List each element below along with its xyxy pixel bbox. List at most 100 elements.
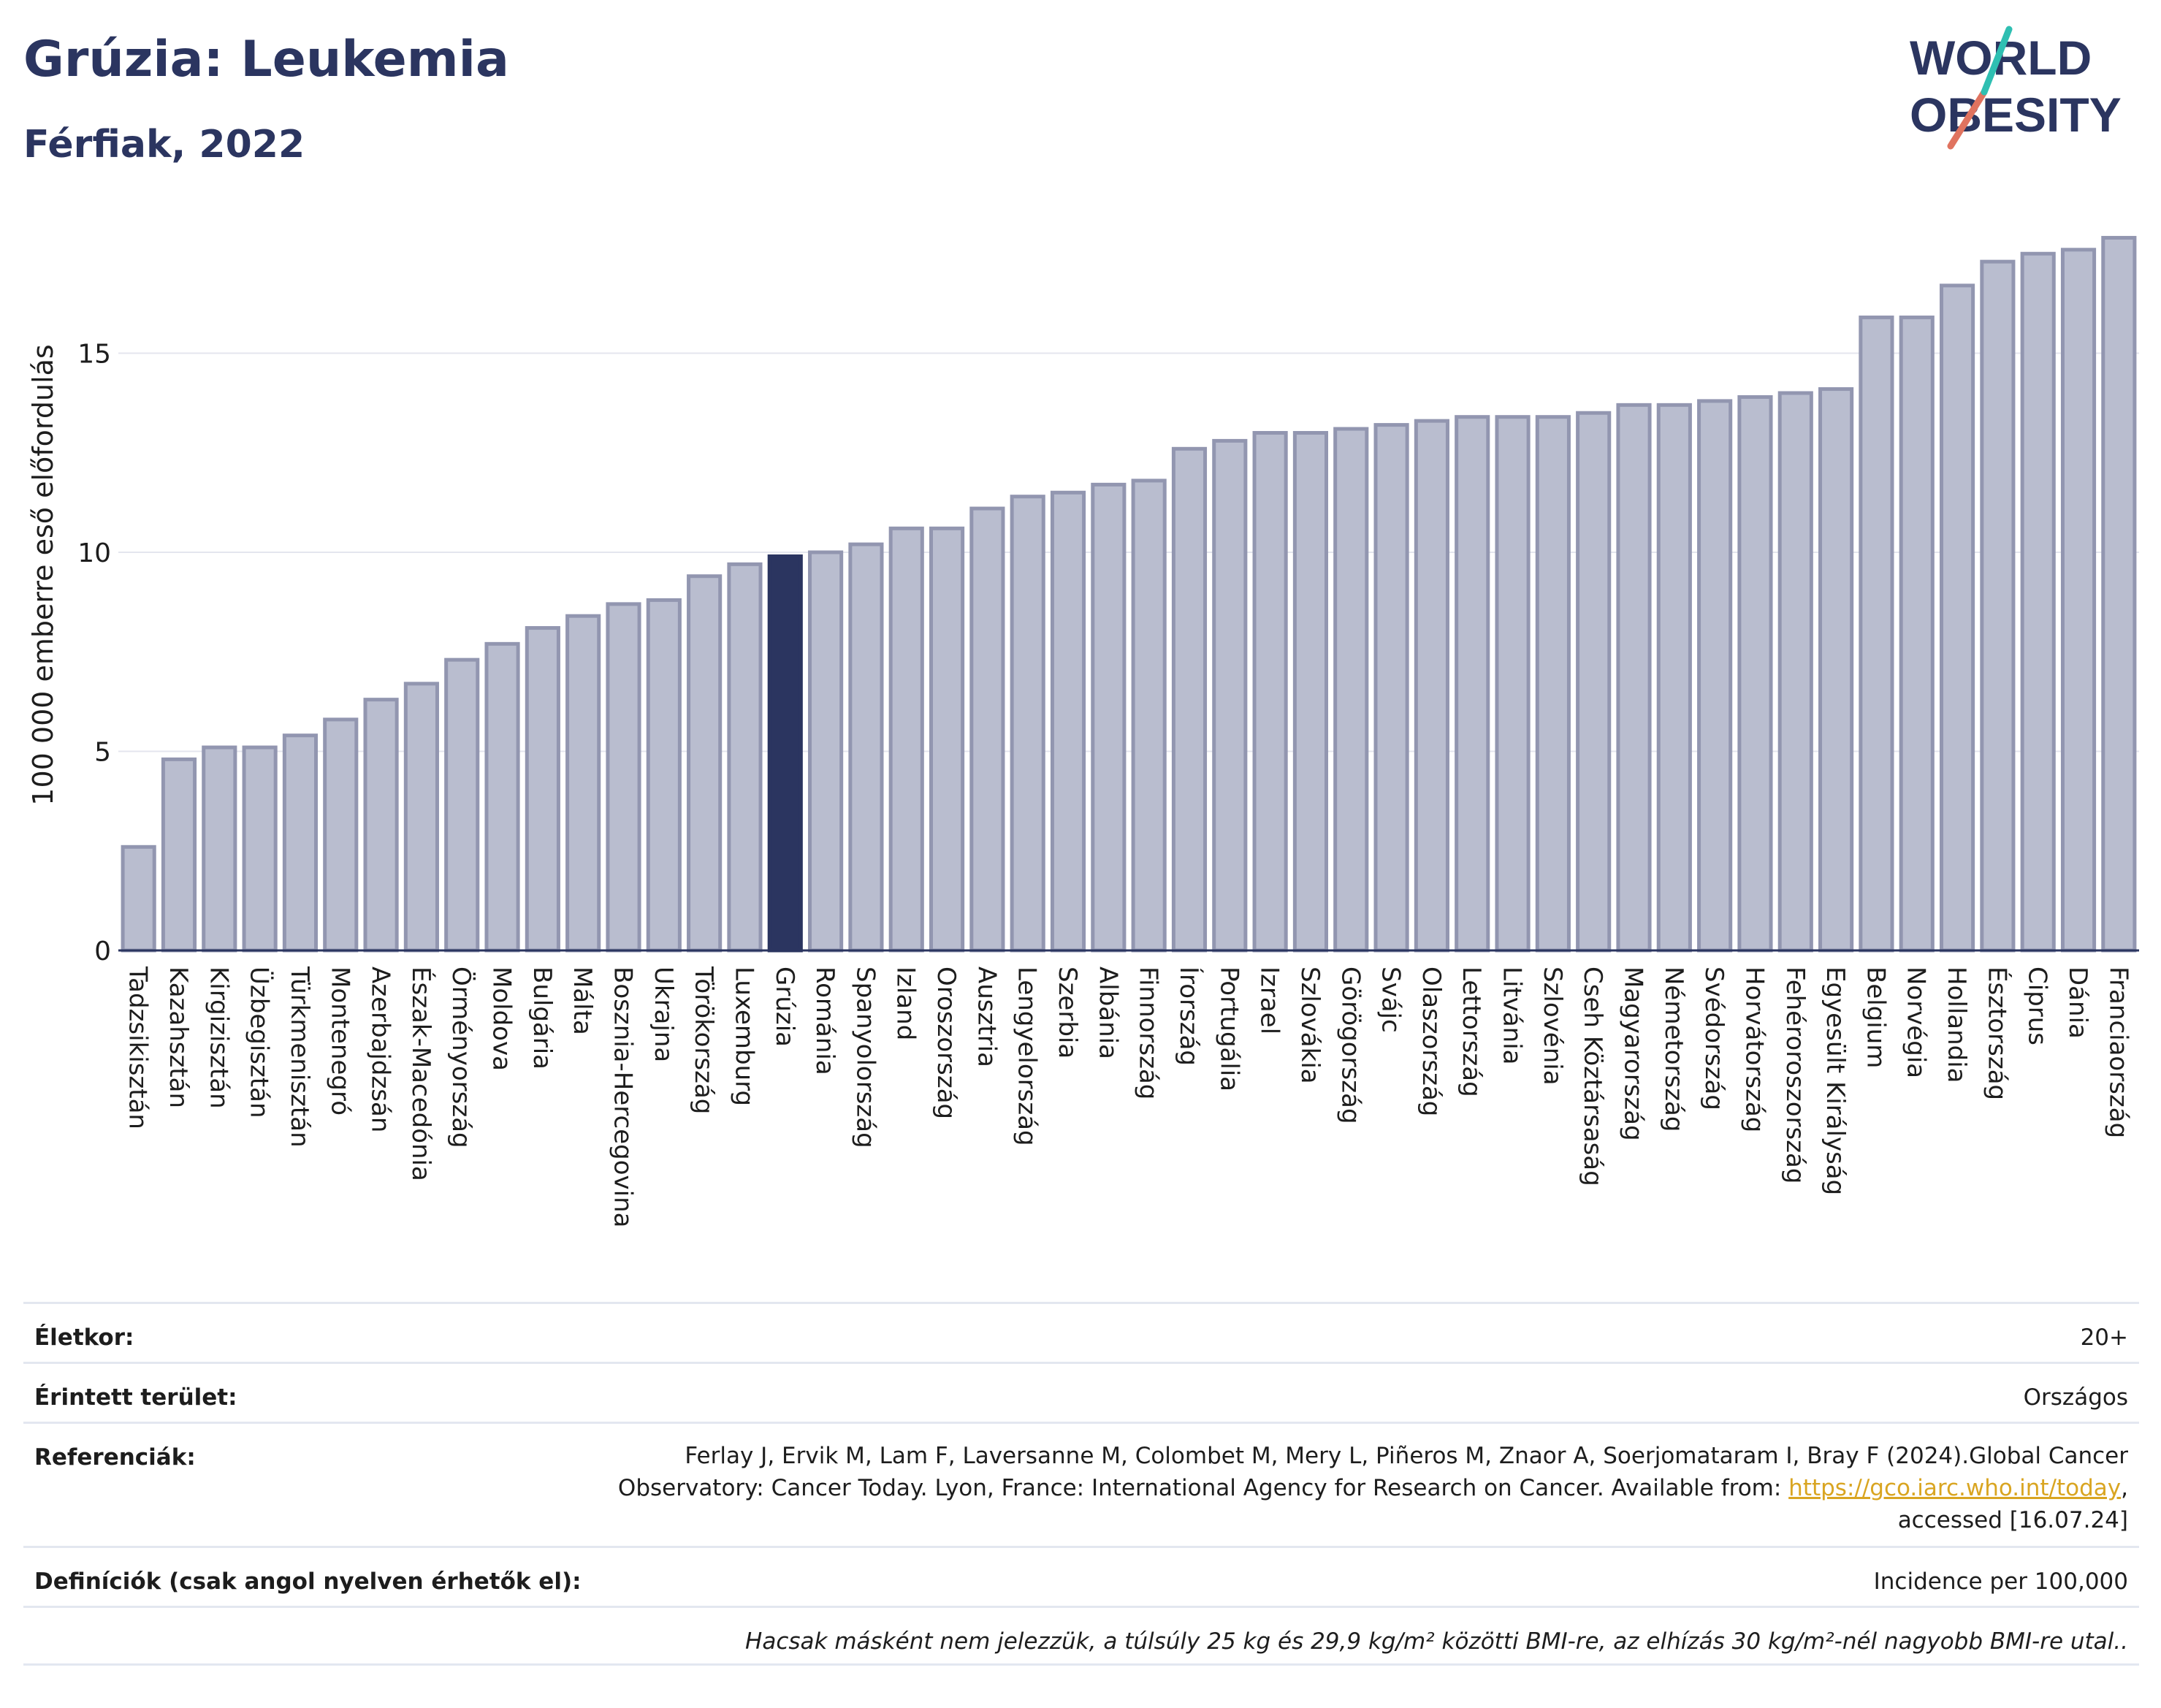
x-tick-label: Románia — [810, 967, 839, 1075]
bar — [1131, 479, 1167, 953]
x-tick-label: Bosznia-Hercegovina — [609, 967, 638, 1227]
bar — [1576, 411, 1612, 953]
bar — [565, 614, 601, 953]
x-tick-label: Németország — [1659, 967, 1688, 1132]
meta-row-note: Hacsak másként nem jelezzük, a túlsúly 2… — [23, 1606, 2139, 1666]
x-tick-label: Montenegró — [325, 967, 354, 1116]
reference-line-2-tail: , — [2121, 1475, 2128, 1501]
x-tick-label: Észak-Macedónia — [406, 967, 436, 1181]
bar — [1697, 399, 1733, 953]
x-tick-label: Oroszország — [931, 967, 961, 1119]
meta-row-references: Referenciák: Ferlay J, Ervik M, Lam F, L… — [23, 1422, 2139, 1546]
reference-line-2: Observatory: Cancer Today. Lyon, France:… — [617, 1475, 1789, 1501]
y-tick-label: 5 — [94, 738, 111, 768]
bar — [2060, 248, 2097, 953]
x-tick-label: Portugália — [1214, 967, 1243, 1091]
x-tick-label: Ausztria — [972, 967, 1001, 1067]
bar — [808, 550, 844, 953]
x-tick-label: Finnország — [1134, 967, 1163, 1099]
x-tick-label: Türkmenisztán — [285, 966, 314, 1148]
y-tick-label: 15 — [77, 340, 111, 370]
bar — [282, 733, 319, 953]
bar — [121, 845, 156, 953]
x-tick-label: Azerbajdzsán — [366, 967, 395, 1132]
bar — [363, 698, 399, 953]
x-tick-label: Szerbia — [1053, 967, 1082, 1059]
x-tick-label: Spanyolország — [850, 967, 880, 1148]
bar — [1616, 403, 1652, 953]
x-tick-label: Svájc — [1376, 967, 1406, 1033]
bar — [403, 682, 439, 953]
bar — [888, 526, 924, 953]
bar — [1899, 315, 1935, 953]
bar — [848, 542, 884, 953]
reference-link[interactable]: https://gco.iarc.who.int/today — [1788, 1475, 2122, 1501]
bar — [1373, 423, 1409, 953]
bar — [161, 757, 197, 953]
age-label: Életkor: — [34, 1324, 134, 1351]
x-tick-label: Magyarország — [1619, 967, 1648, 1141]
bar — [1010, 495, 1045, 953]
x-tick-label: Luxemburg — [729, 967, 758, 1106]
world-obesity-logo: WORLD OBESITY — [1910, 26, 2122, 150]
x-tick-label: Írország — [1174, 967, 1204, 1066]
logo-slash-coral — [1947, 88, 1988, 150]
x-tick-label: Fehéroroszország — [1780, 967, 1810, 1183]
x-tick-label: Egyesült Királyság — [1821, 967, 1850, 1195]
x-tick-label: Svédország — [1699, 967, 1729, 1110]
bar — [1333, 427, 1369, 953]
x-tick-label: Dánia — [2063, 967, 2092, 1039]
bar — [1455, 415, 1490, 953]
y-tick-label: 10 — [77, 538, 111, 568]
x-tick-label: Görögország — [1335, 967, 1365, 1124]
bar — [2020, 251, 2056, 953]
bar — [444, 657, 480, 953]
bar — [1252, 431, 1288, 953]
x-tick-label: Törökország — [689, 966, 718, 1114]
x-tick-label: Kazahsztán — [164, 967, 193, 1108]
x-tick-label: Franciaország — [2103, 967, 2133, 1138]
area-label: Érintett terület: — [34, 1384, 237, 1411]
x-tick-label: Moldova — [487, 967, 517, 1071]
x-tick-label: Tadzsikisztán — [123, 966, 153, 1129]
definitions-label: Definíciók (csak angol nyelven érhetők e… — [34, 1568, 582, 1595]
x-tick-label: Lengyelország — [1013, 967, 1042, 1146]
bar — [1091, 482, 1127, 953]
bar — [2101, 235, 2137, 953]
bmi-note: Hacsak másként nem jelezzük, a túlsúly 2… — [745, 1628, 2128, 1655]
bar — [1292, 431, 1329, 953]
bar — [202, 745, 237, 953]
x-tick-labels: Tadzsikisztán Kazahsztán Kirgizisztán Üzbeg… — [123, 966, 2133, 1227]
bar — [242, 745, 278, 953]
references-label: Referenciák: — [34, 1444, 196, 1471]
metadata-table: Életkor: 20+ Érintett terület: Országos … — [23, 1302, 2139, 1666]
reference-line-1: Ferlay J, Ervik M, Lam F, Laversanne M, … — [685, 1443, 2128, 1469]
bar — [484, 641, 520, 953]
meta-row-definitions: Definíciók (csak angol nyelven érhetők e… — [23, 1546, 2139, 1606]
bar — [1414, 419, 1449, 953]
bar — [1777, 391, 1813, 953]
bar — [1859, 315, 1894, 953]
bar — [606, 602, 641, 953]
x-tick-label: Lettország — [1457, 967, 1486, 1097]
bar — [1939, 283, 1975, 953]
bar — [1535, 415, 1571, 953]
bar — [525, 626, 560, 953]
y-tick-label: 0 — [94, 937, 111, 967]
x-tick-label: Üzbegisztán — [245, 967, 275, 1118]
x-tick-label: Hollandia — [1942, 967, 1971, 1083]
logo-slash-teal — [1981, 26, 2013, 96]
x-tick-label: Belgium — [1861, 967, 1890, 1068]
references-value: Ferlay J, Ervik M, Lam F, Laversanne M, … — [618, 1440, 2128, 1536]
meta-row-area: Érintett terület: Országos — [23, 1362, 2139, 1422]
bar — [1212, 438, 1248, 953]
bar — [1980, 259, 2016, 953]
x-tick-label: Szlovákia — [1295, 967, 1325, 1084]
meta-row-age: Életkor: 20+ — [23, 1302, 2139, 1362]
x-tick-label: Cseh Köztársaság — [1578, 967, 1607, 1186]
x-tick-label: Ciprus — [2023, 967, 2052, 1045]
age-value: 20+ — [2080, 1324, 2128, 1351]
page-subtitle: Férfiak, 2022 — [23, 123, 305, 167]
bar-chart: 0 5 10 15 Tadzsikisztán Kazahsztán Kirgiziszt… — [27, 235, 2139, 1227]
x-tick-label: Izland — [891, 967, 921, 1040]
